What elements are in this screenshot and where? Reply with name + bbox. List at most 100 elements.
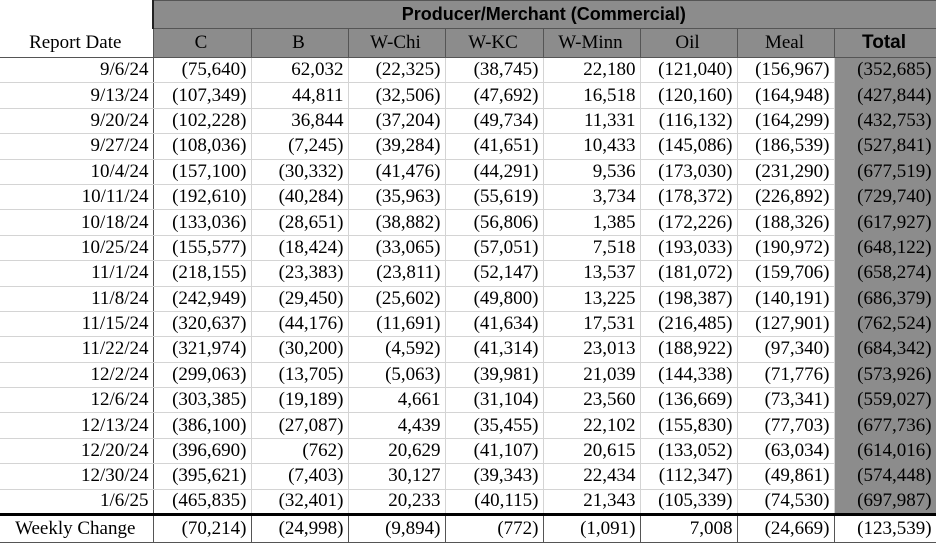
cell-date[interactable]: 12/20/24 [0, 438, 154, 465]
cell-b[interactable]: (27,087) [251, 412, 349, 439]
cell-wchi[interactable]: 30,127 [348, 463, 446, 490]
cell-meal[interactable]: (63,034) [737, 438, 835, 465]
cell-date[interactable]: 12/2/24 [0, 362, 154, 389]
cell-wkc[interactable]: (39,343) [445, 463, 544, 490]
cell-oil[interactable]: (112,347) [640, 463, 738, 490]
cell-total[interactable]: (574,448) [833, 463, 936, 490]
cell-date[interactable]: 9/13/24 [0, 82, 154, 109]
cell-wchi[interactable]: (35,963) [348, 184, 446, 211]
cell-wminn[interactable]: 17,531 [543, 311, 641, 338]
cell-oil[interactable]: (145,086) [640, 133, 738, 160]
cell-b[interactable]: (30,332) [251, 159, 349, 185]
cell-c[interactable]: (192,610) [153, 184, 252, 211]
cell-date[interactable]: 9/20/24 [0, 108, 154, 135]
cell-total[interactable]: (432,753) [833, 108, 936, 135]
cell-oil[interactable]: (116,132) [640, 108, 738, 135]
cell-total[interactable]: (684,342) [833, 336, 936, 363]
cell-wminn[interactable]: 23,013 [543, 336, 641, 363]
cell-meal[interactable]: (164,299) [737, 108, 835, 135]
cell-meal[interactable]: (190,972) [737, 235, 835, 262]
cell-wminn[interactable]: 10,433 [543, 133, 641, 160]
cell-b[interactable]: (7,245) [251, 133, 349, 160]
weekly-change-meal[interactable]: (24,669) [737, 514, 835, 544]
cell-oil[interactable]: (188,922) [640, 336, 738, 363]
weekly-change-wminn[interactable]: (1,091) [543, 514, 641, 544]
cell-b[interactable]: 44,811 [251, 82, 349, 109]
cell-total[interactable]: (729,740) [833, 184, 936, 211]
weekly-change-wkc[interactable]: (772) [445, 514, 544, 544]
cell-wkc[interactable]: (41,634) [445, 311, 544, 338]
cell-b[interactable]: (28,651) [251, 209, 349, 236]
cell-date[interactable]: 12/30/24 [0, 463, 154, 490]
cell-wminn[interactable]: 22,434 [543, 463, 641, 490]
cell-wminn[interactable]: 21,343 [543, 489, 641, 517]
cell-wchi[interactable]: 4,439 [348, 412, 446, 439]
cell-meal[interactable]: (73,341) [737, 387, 835, 414]
cell-oil[interactable]: (144,338) [640, 362, 738, 389]
cell-total[interactable]: (427,844) [833, 82, 936, 109]
cell-total[interactable]: (559,027) [833, 387, 936, 414]
cell-meal[interactable]: (226,892) [737, 184, 835, 211]
cell-meal[interactable]: (231,290) [737, 159, 835, 185]
cell-oil[interactable]: (216,485) [640, 311, 738, 338]
cell-wkc[interactable]: (52,147) [445, 260, 544, 287]
cell-b[interactable]: (30,200) [251, 336, 349, 363]
cell-date[interactable]: 12/13/24 [0, 412, 154, 439]
cell-total[interactable]: (648,122) [833, 235, 936, 262]
cell-meal[interactable]: (71,776) [737, 362, 835, 389]
cell-wkc[interactable]: (44,291) [445, 159, 544, 185]
cell-oil[interactable]: (172,226) [640, 209, 738, 236]
cell-oil[interactable]: (193,033) [640, 235, 738, 262]
cell-b[interactable]: 36,844 [251, 108, 349, 135]
cell-total[interactable]: (573,926) [833, 362, 936, 389]
column-header-w-chi[interactable]: W-Chi [347, 28, 445, 58]
cell-wkc[interactable]: (56,806) [445, 209, 544, 236]
cell-date[interactable]: 1/6/25 [0, 489, 154, 517]
cell-oil[interactable]: (120,160) [640, 82, 738, 109]
cell-wchi[interactable]: (5,063) [348, 362, 446, 389]
cell-wkc[interactable]: (40,115) [445, 489, 544, 517]
cell-oil[interactable]: (133,052) [640, 438, 738, 465]
cell-date[interactable]: 11/8/24 [0, 286, 154, 312]
cell-oil[interactable]: (173,030) [640, 159, 738, 185]
cell-oil[interactable]: (155,830) [640, 412, 738, 439]
cell-c[interactable]: (157,100) [153, 159, 252, 185]
cell-wminn[interactable]: 13,537 [543, 260, 641, 287]
cell-wchi[interactable]: (23,811) [348, 260, 446, 287]
column-header-total[interactable]: Total [833, 28, 936, 58]
cell-meal[interactable]: (140,191) [737, 286, 835, 312]
cell-meal[interactable]: (156,967) [737, 57, 835, 84]
cell-wchi[interactable]: (22,325) [348, 57, 446, 84]
cell-wchi[interactable]: (38,882) [348, 209, 446, 236]
cell-wkc[interactable]: (31,104) [445, 387, 544, 414]
cell-wchi[interactable]: (41,476) [348, 159, 446, 185]
cell-oil[interactable]: (121,040) [640, 57, 738, 84]
cell-wminn[interactable]: 23,560 [543, 387, 641, 414]
cell-date[interactable]: 9/6/24 [0, 57, 154, 84]
cell-meal[interactable]: (188,326) [737, 209, 835, 236]
cell-b[interactable]: (29,450) [251, 286, 349, 312]
cell-meal[interactable]: (164,948) [737, 82, 835, 109]
cell-total[interactable]: (762,524) [833, 311, 936, 338]
cell-meal[interactable]: (127,901) [737, 311, 835, 338]
cell-c[interactable]: (396,690) [153, 438, 252, 465]
cell-date[interactable]: 10/4/24 [0, 159, 154, 185]
cell-wminn[interactable]: 22,102 [543, 412, 641, 439]
column-header-c[interactable]: C [152, 28, 251, 58]
cell-date[interactable]: 12/6/24 [0, 387, 154, 414]
weekly-change-label[interactable]: Weekly Change [0, 514, 154, 544]
weekly-change-total[interactable]: (123,539) [834, 514, 936, 544]
column-header-b[interactable]: B [250, 28, 348, 58]
cell-wchi[interactable]: (32,506) [348, 82, 446, 109]
cell-wkc[interactable]: (57,051) [445, 235, 544, 262]
cell-oil[interactable]: (198,387) [640, 286, 738, 312]
cell-c[interactable]: (321,974) [153, 336, 252, 363]
column-header-oil[interactable]: Oil [639, 28, 737, 58]
cell-wchi[interactable]: (33,065) [348, 235, 446, 262]
cell-c[interactable]: (465,835) [153, 489, 252, 517]
cell-wminn[interactable]: 9,536 [543, 159, 641, 185]
cell-c[interactable]: (386,100) [153, 412, 252, 439]
cell-wchi[interactable]: (25,602) [348, 286, 446, 312]
cell-c[interactable]: (242,949) [153, 286, 252, 312]
cell-wchi[interactable]: (11,691) [348, 311, 446, 338]
